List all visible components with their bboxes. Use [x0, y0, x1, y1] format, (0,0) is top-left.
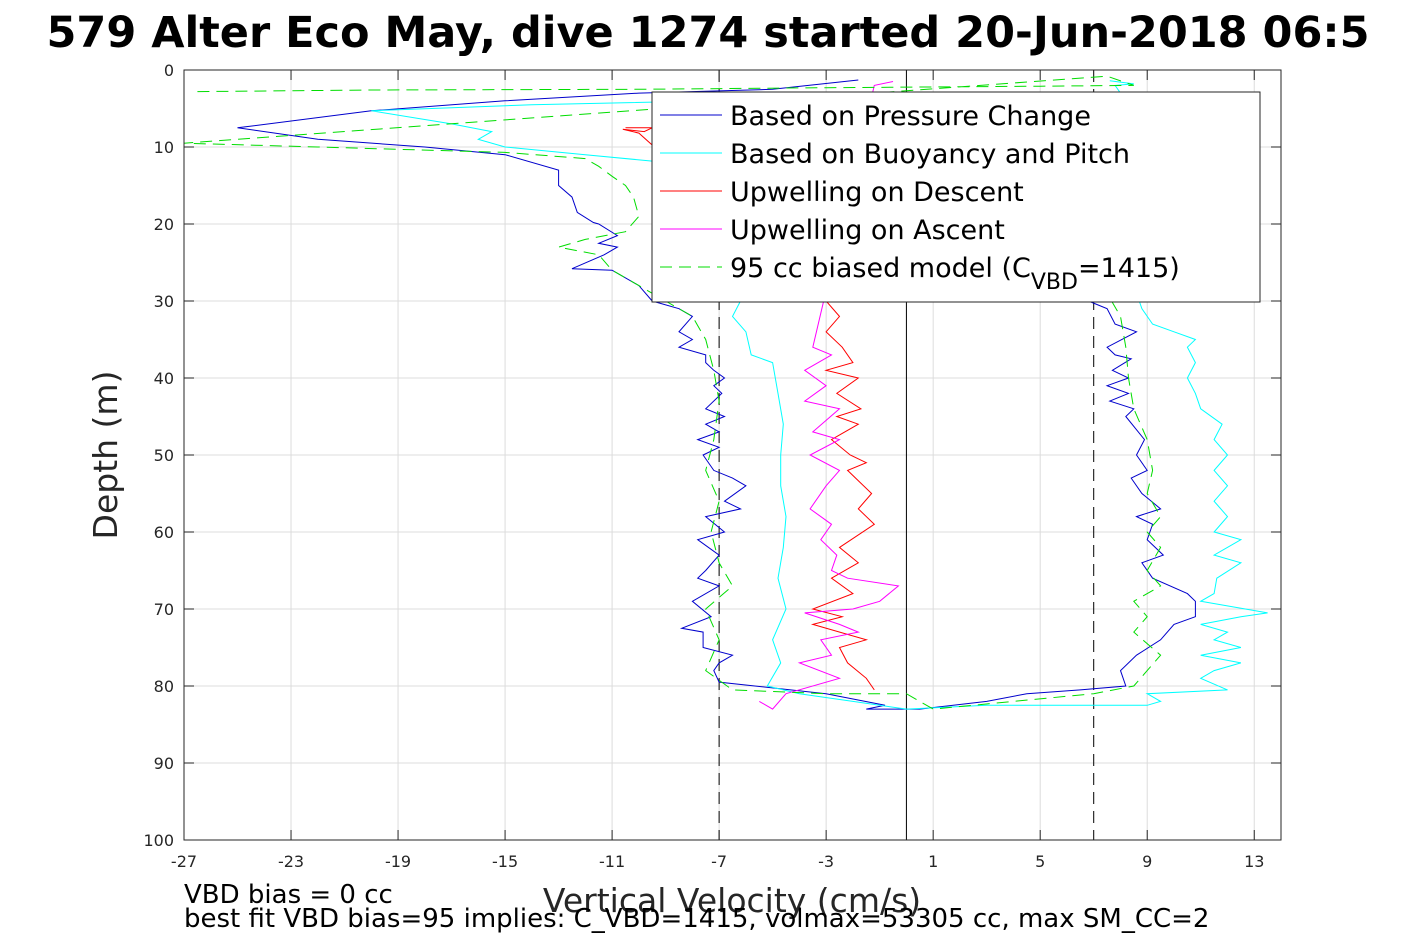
y-tick-label: 20: [154, 215, 174, 234]
y-tick-label: 90: [154, 754, 174, 773]
best-fit-note: best fit VBD bias=95 implies: C_VBD=1415…: [184, 904, 1209, 934]
chart-title: 579 Alter Eco May, dive 1274 started 20-…: [46, 8, 1369, 58]
x-tick-label: -3: [818, 852, 834, 871]
y-tick-label: 0: [164, 61, 174, 80]
x-tick-label: 1: [928, 852, 938, 871]
y-tick-label: 70: [154, 600, 174, 619]
vbd-bias-note: VBD bias = 0 cc: [184, 880, 393, 910]
y-tick-label: 40: [154, 369, 174, 388]
legend-label: Based on Buoyancy and Pitch: [730, 139, 1130, 170]
y-tick-label: 60: [154, 523, 174, 542]
legend-label: Based on Pressure Change: [730, 101, 1091, 132]
series-line: [622, 127, 876, 691]
legend-label: Upwelling on Descent: [730, 177, 1024, 208]
x-tick-label: -27: [171, 852, 197, 871]
legend-label: Upwelling on Ascent: [730, 215, 1005, 246]
x-tick-label: 13: [1244, 852, 1264, 871]
x-axis-label: Vertical Velocity (cm/s): [543, 881, 921, 920]
x-tick-label: 9: [1142, 852, 1152, 871]
y-tick-label: 100: [143, 831, 174, 850]
series-line: [183, 75, 1162, 710]
y-tick-label: 50: [154, 446, 174, 465]
legend-box: [651, 91, 1261, 303]
x-axis-ticks: -27 -23 -19 -15 -11 -7 -3 1 5 9 13: [171, 70, 1264, 871]
y-tick-label: 80: [154, 677, 174, 696]
x-tick-label: 5: [1035, 852, 1045, 871]
y-tick-label: 30: [154, 292, 174, 311]
legend-label: 95 cc biased model (CVBD=1415): [730, 253, 1180, 295]
y-axis-label: Depth (m): [86, 371, 125, 540]
x-tick-label: -19: [385, 852, 411, 871]
x-tick-label: -23: [278, 852, 304, 871]
x-tick-label: -7: [711, 852, 727, 871]
x-tick-label: -15: [492, 852, 518, 871]
y-axis-ticks: 0 10 20 30 40 50 60 70 80 90 100: [143, 61, 1281, 850]
x-tick-label: -11: [599, 852, 625, 871]
series-line: [759, 81, 900, 710]
y-tick-label: 10: [154, 138, 174, 157]
legend: Based on Pressure Change Based on Buoyanc…: [651, 91, 1261, 303]
series-line: [237, 79, 1196, 710]
